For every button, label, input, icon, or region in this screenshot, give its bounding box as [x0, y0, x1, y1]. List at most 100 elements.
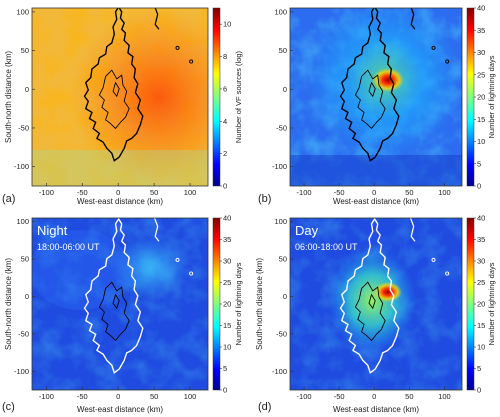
colorbar-tick-label: 40 — [223, 214, 231, 223]
colorbar-tick-label: 8 — [223, 52, 227, 61]
y-tick-label: -100 — [14, 162, 29, 171]
colorbar-ticks-a: 0 2 4 6 8 10 — [220, 20, 231, 191]
x-axis-label-d: West-east distance (km) — [333, 405, 419, 414]
y-tick-label: -50 — [18, 329, 29, 338]
colorbar-tick-label: 2 — [223, 149, 227, 158]
x-axis-label-c: West-east distance (km) — [77, 405, 163, 414]
y-tick-label: -50 — [276, 329, 287, 338]
x-tick-label: 0 — [116, 392, 120, 401]
y-axis-label-c: South-north distance (km) — [4, 258, 13, 350]
colorbar-label-a: Number of VF sources (log) — [234, 50, 243, 143]
y-tick-label: -50 — [276, 123, 287, 132]
colorbar-tick-label: 10 — [223, 20, 231, 29]
colorbar-tick-label: 35 — [477, 235, 485, 244]
colorbar-tick-label: 35 — [223, 235, 231, 244]
x-tick-label: -100 — [39, 188, 54, 197]
colorbar-tick-label: 20 — [477, 93, 485, 102]
colorbar-label-b: Number of lightning days — [487, 55, 496, 138]
y-tick-label: 0 — [283, 292, 287, 301]
y-ticks-b: 100 50 0 -50 -100 — [272, 7, 293, 171]
panel-c: Night 18:00-06:00 UT -100 -50 0 50 100 10050… — [2, 214, 243, 415]
colorbar-label-d: Number of lightning days — [487, 262, 496, 345]
x-tick-label: -100 — [39, 392, 54, 401]
colorbar-tick-label: 25 — [223, 278, 231, 287]
colorbar-tick-label: 30 — [223, 257, 231, 266]
colorbar-tick-label: 5 — [477, 364, 481, 373]
y-ticks-a: 100 50 0 -50 -100 — [14, 7, 35, 171]
colorbar-tick-label: 5 — [223, 364, 227, 373]
y-tick-label: 0 — [283, 85, 287, 94]
x-axis-label-b: West-east distance (km) — [333, 197, 419, 206]
x-axis-label-a: West-east distance (km) — [77, 197, 163, 206]
x-tick-label: -100 — [297, 188, 312, 197]
y-tick-label: 0 — [25, 85, 29, 94]
colorbar-d — [466, 217, 475, 391]
colorbar-a — [212, 7, 221, 187]
y-axis-label-d: South-north distance (km) — [255, 258, 264, 350]
y-tick-label: -50 — [18, 123, 29, 132]
colorbar-tick-label: 6 — [223, 84, 227, 93]
colorbar-tick-label: 30 — [477, 48, 485, 57]
panel-b: -100 -50 0 50 100 100 50 0 -50 -100 0 5 10 15 20 25 30… — [258, 4, 496, 207]
colorbar-tick-label: 0 — [223, 182, 227, 191]
overlay-subtitle-d: 06:00-18:00 UT — [295, 242, 358, 252]
colorbar-tick-label: 15 — [477, 115, 485, 124]
colorbar-tick-label: 20 — [477, 300, 485, 309]
x-tick-label: 0 — [372, 392, 376, 401]
y-tick-label: 100 — [16, 217, 29, 226]
y-axis-label-a: South-north distance (km) — [4, 51, 13, 143]
y-tick-label: 100 — [16, 7, 29, 16]
y-tick-label: 50 — [279, 46, 287, 55]
colorbar-tick-label: 30 — [477, 257, 485, 266]
x-tick-label: -50 — [334, 392, 345, 401]
panel-letter-d: (d) — [258, 401, 271, 413]
colorbar-tick-label: 40 — [477, 4, 485, 13]
x-tick-label: 100 — [184, 188, 197, 197]
panel-a: -100 -50 0 50 100 100 50 0 -50 -100 0 2 4 6 8 10 Numb… — [2, 7, 243, 206]
y-ticks-c: 100 50 0 -50 -100 — [14, 217, 35, 376]
x-ticks-b: -100 -50 0 50 100 — [297, 183, 451, 197]
x-tick-label: -100 — [297, 392, 312, 401]
y-tick-label: 100 — [274, 7, 287, 16]
x-tick-label: -50 — [77, 188, 88, 197]
overlay-title-d: Day — [295, 223, 319, 238]
x-tick-label: 100 — [438, 188, 451, 197]
colorbar-tick-label: 25 — [477, 278, 485, 287]
x-tick-label: -50 — [77, 392, 88, 401]
y-tick-label: 50 — [21, 46, 29, 55]
colorbar-label-c: Number of lightning days — [234, 262, 243, 345]
colorbar-c — [212, 217, 221, 391]
colorbar-ticks-d: 0 5 10 15 20 25 30 35 40 — [474, 214, 485, 395]
panel-letter-b: (b) — [258, 193, 271, 205]
y-tick-label: 50 — [279, 255, 287, 264]
x-ticks-d: -100 -50 0 50 100 — [297, 387, 451, 401]
colorbar-tick-label: 25 — [477, 70, 485, 79]
panel-d: Day 06:00-18:00 UT -100 -50 0 50 100 100500-… — [255, 214, 496, 415]
y-tick-label: -100 — [14, 367, 29, 376]
colorbar-tick-label: 20 — [223, 300, 231, 309]
colorbar-tick-label: 0 — [223, 386, 227, 395]
overlay-title-c: Night — [37, 223, 68, 238]
y-ticks-d: 100 50 0 -50 -100 — [272, 217, 293, 376]
colorbar-tick-label: 35 — [477, 26, 485, 35]
colorbar-tick-label: 10 — [477, 137, 485, 146]
x-tick-label: 50 — [150, 392, 158, 401]
colorbar-tick-label: 40 — [477, 214, 485, 223]
x-tick-label: -50 — [334, 188, 345, 197]
colorbar-tick-label: 4 — [223, 117, 227, 126]
colorbar-tick-label: 15 — [477, 321, 485, 330]
colorbar-tick-label: 0 — [477, 386, 481, 395]
island-outline — [83, 8, 194, 162]
y-tick-label: -100 — [272, 367, 287, 376]
colorbar-tick-label: 10 — [477, 343, 485, 352]
colorbar-tick-label: 5 — [477, 159, 481, 168]
x-ticks-c: -100 -50 0 50 100 — [39, 387, 196, 401]
colorbar-ticks-c: 0 5 10 15 20 25 30 35 40 — [220, 214, 231, 395]
x-tick-label: 0 — [116, 188, 120, 197]
colorbar-tick-label: 0 — [477, 182, 481, 191]
x-tick-label: 100 — [184, 392, 197, 401]
y-tick-label: 100 — [274, 217, 287, 226]
colorbar-tick-label: 10 — [223, 343, 231, 352]
y-tick-label: 50 — [21, 255, 29, 264]
x-tick-label: 50 — [405, 392, 413, 401]
